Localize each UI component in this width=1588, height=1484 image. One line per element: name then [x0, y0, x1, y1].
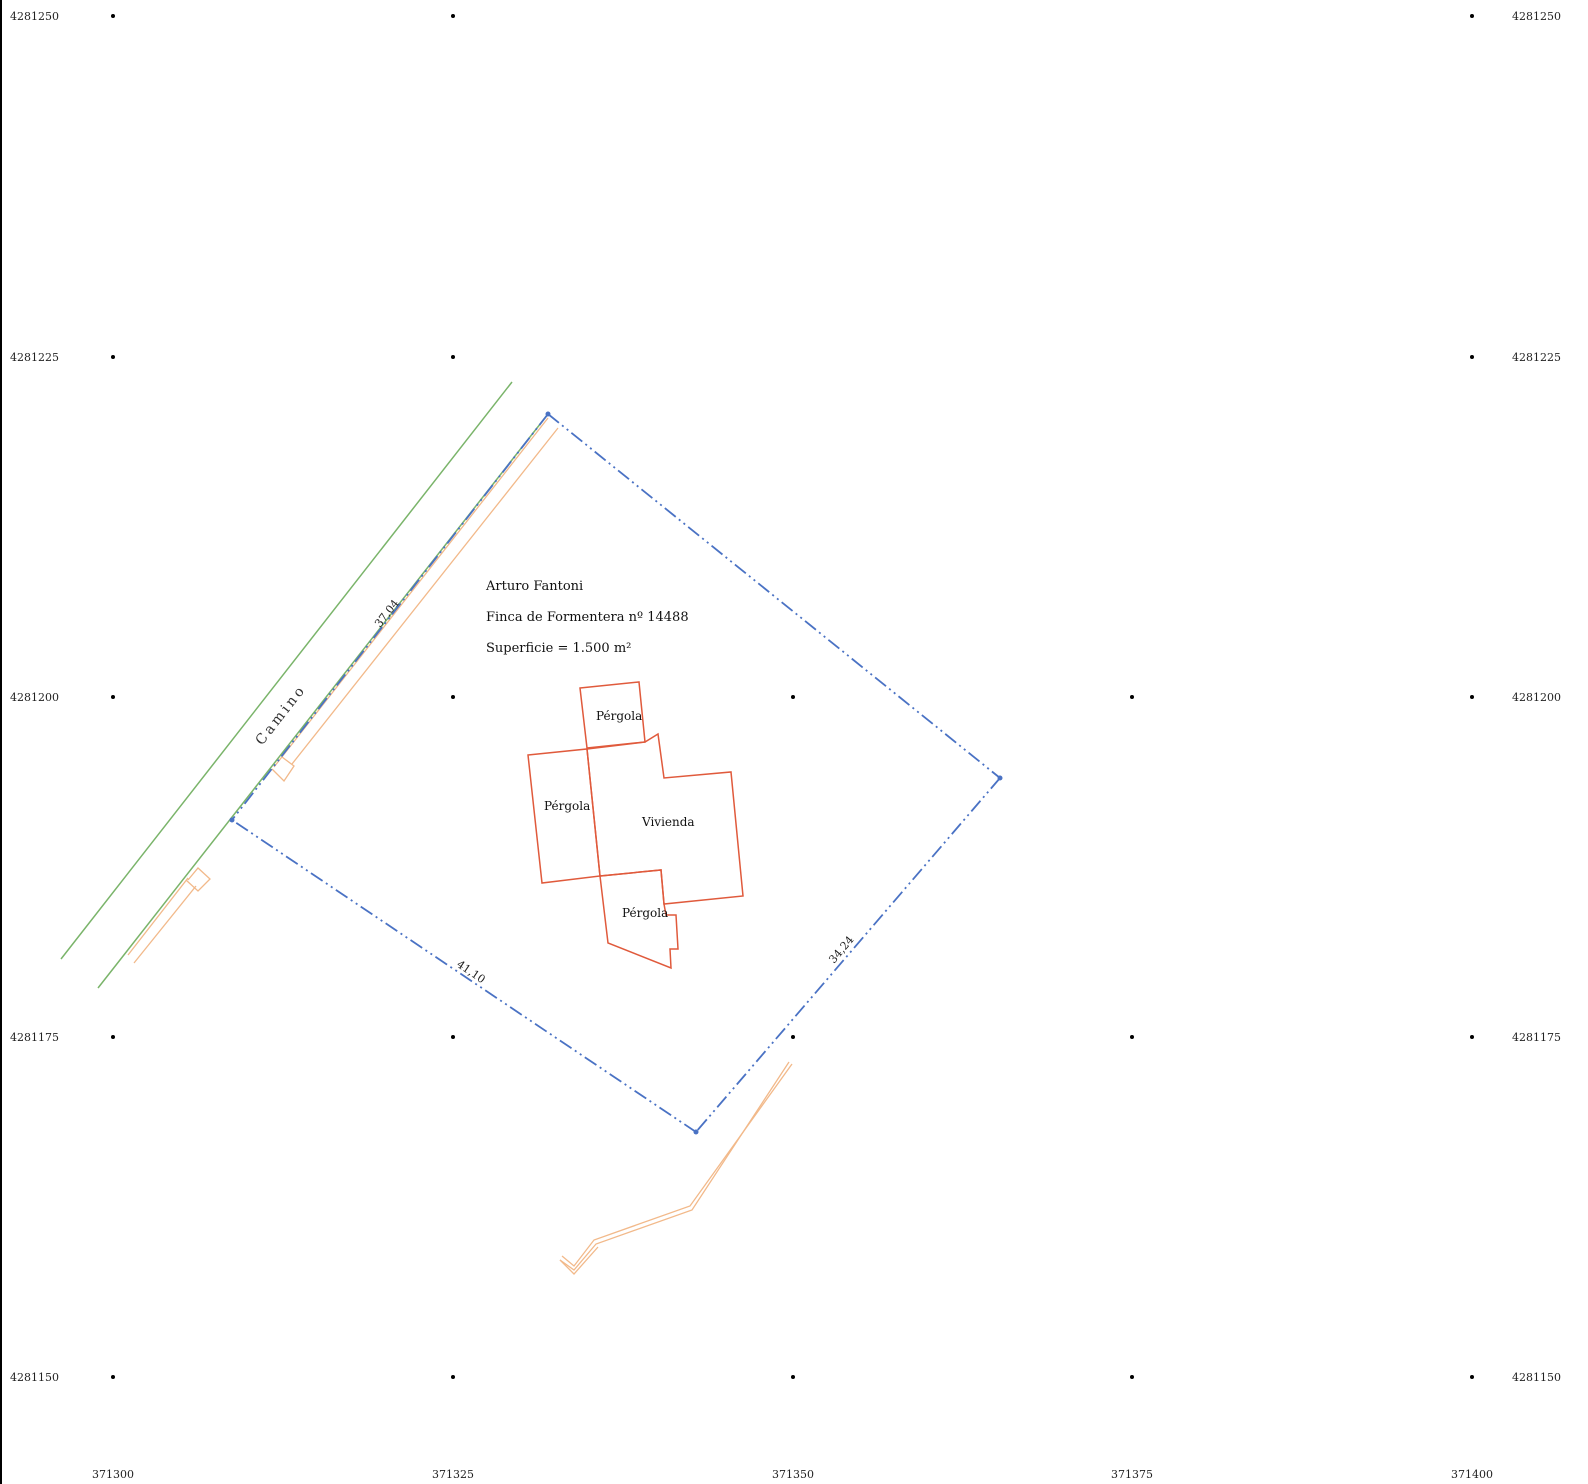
grid-point [451, 1375, 455, 1379]
northing-label: 4281200 [10, 691, 59, 704]
easting-labels: 371300 371325 371350 371375 371400 [92, 1468, 1493, 1481]
dimension-southwest: 41,10 [454, 958, 487, 986]
grid-point [1470, 1035, 1474, 1039]
grid-point [1470, 14, 1474, 18]
northing-label: 4281225 [1512, 351, 1561, 364]
dimension-southeast: 34,24 [826, 933, 856, 965]
road-edge-outer [60, 381, 513, 960]
grid-point [111, 1035, 115, 1039]
grid-points [111, 14, 1474, 1379]
parcel-vertex [545, 411, 551, 417]
grid-point [1130, 695, 1134, 699]
parcel-vertex [693, 1129, 699, 1135]
grid-point [1470, 695, 1474, 699]
building-pergola-bottom [599, 869, 679, 970]
northing-label: 4281250 [1512, 10, 1561, 23]
grid-point [111, 355, 115, 359]
pergola-bottom-label: Pérgola [622, 906, 668, 920]
northing-label: 4281150 [1512, 1371, 1561, 1384]
parcel-vertex [229, 817, 235, 823]
pergola-left-label: Pérgola [544, 799, 590, 813]
vivienda-label: Vivienda [641, 815, 695, 829]
easting-label: 371400 [1451, 1468, 1493, 1481]
grid-point [1470, 355, 1474, 359]
road-camino [60, 381, 549, 989]
parcel-edge-southeast [695, 777, 1001, 1133]
parcel-edge-northwest [231, 413, 549, 821]
grid-point [791, 1375, 795, 1379]
parcel-boundary [231, 413, 1001, 1133]
grid-point [791, 695, 795, 699]
northing-label: 4281150 [10, 1371, 59, 1384]
grid-point [451, 1035, 455, 1039]
parcel-area: Superficie = 1.500 m² [486, 641, 631, 656]
pergola-top-label: Pérgola [596, 709, 642, 723]
northing-label: 4281175 [10, 1031, 59, 1044]
parcel-edge-northeast [547, 413, 1001, 779]
parcel-edge-southwest [231, 819, 697, 1133]
grid-point [451, 355, 455, 359]
northing-label: 4281200 [1512, 691, 1561, 704]
northing-labels-left: 4281250 4281225 4281200 4281175 4281150 [10, 10, 59, 1384]
grid-point [791, 1035, 795, 1039]
grid-point [111, 14, 115, 18]
grid-point [451, 14, 455, 18]
fence-gate [185, 867, 211, 892]
owner-name: Arturo Fantoni [485, 579, 583, 594]
grid-point [1470, 1375, 1474, 1379]
grid-point [451, 695, 455, 699]
road-label: Camino [253, 682, 310, 749]
northing-label: 4281225 [10, 351, 59, 364]
grid-point [1130, 1035, 1134, 1039]
fence-line [127, 877, 189, 956]
easting-label: 371350 [772, 1468, 814, 1481]
parcel-vertex [997, 775, 1003, 781]
fence-gate [271, 756, 295, 783]
fence-line [273, 417, 549, 768]
fence-lines [127, 417, 793, 1275]
fence-south-end [559, 1246, 599, 1275]
fence-south [561, 1063, 793, 1267]
easting-label: 371325 [432, 1468, 474, 1481]
grid-point [111, 695, 115, 699]
finca-number: Finca de Formentera nº 14488 [486, 610, 689, 625]
northing-label: 4281250 [10, 10, 59, 23]
parcel-vertices [229, 411, 1003, 1135]
buildings [527, 681, 744, 970]
grid-point [111, 1375, 115, 1379]
easting-label: 371300 [92, 1468, 134, 1481]
fence-line [133, 885, 197, 964]
easting-label: 371375 [1111, 1468, 1153, 1481]
fence-south [559, 1061, 790, 1271]
fence-line [291, 427, 559, 765]
grid-point [1130, 1375, 1134, 1379]
northing-labels-right: 4281250 4281225 4281200 4281175 4281150 [1512, 10, 1561, 1384]
northing-label: 4281175 [1512, 1031, 1561, 1044]
dimension-northwest: 37,04 [372, 597, 402, 630]
